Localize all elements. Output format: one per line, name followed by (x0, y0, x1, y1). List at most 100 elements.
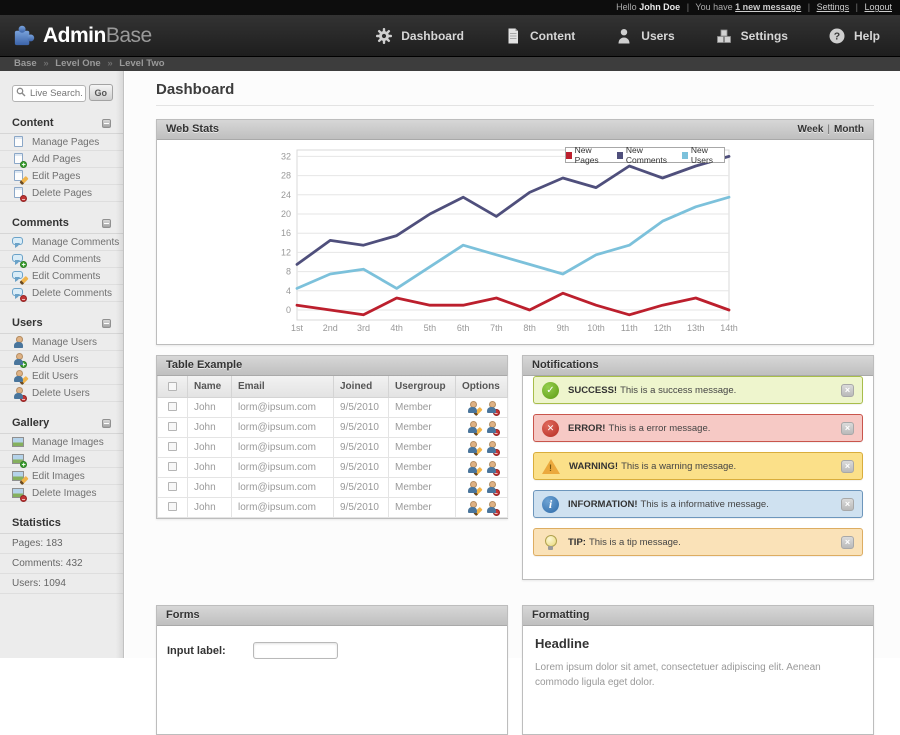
svg-text:32: 32 (281, 151, 291, 161)
help-circle-icon: ? (829, 28, 845, 43)
notification-tip: TIP: This is a tip message. (533, 528, 863, 556)
nav-settings[interactable]: Settings (715, 27, 788, 45)
collapse-icon[interactable] (102, 118, 111, 128)
close-icon[interactable] (841, 459, 854, 473)
select-all-checkbox[interactable] (168, 381, 177, 391)
col-options: Options (455, 376, 508, 398)
item-label: Delete Images (32, 487, 97, 499)
person-icon (618, 28, 630, 43)
nav-dashboard[interactable]: Dashboard (375, 27, 464, 45)
row-checkbox[interactable] (168, 422, 177, 432)
legend-label: New Comments (625, 145, 667, 165)
main-nav: Dashboard Content Users (375, 27, 880, 45)
user-delete-icon[interactable] (485, 440, 500, 456)
range-month-link[interactable]: Month (834, 124, 864, 135)
collapse-icon[interactable] (102, 418, 111, 428)
comment-icon (12, 236, 25, 249)
svg-text:7th: 7th (490, 323, 503, 333)
notification-error: ERROR!This is a error message. (533, 414, 863, 442)
collapse-icon[interactable] (102, 318, 111, 328)
item-label: Manage Users (32, 336, 98, 348)
panel-title: Table Example (166, 359, 243, 371)
sidebar-item-delete-comments[interactable]: Delete Comments (0, 285, 123, 302)
row-checkbox[interactable] (168, 402, 177, 412)
section-title: Statistics (12, 517, 61, 529)
breadcrumb-level-one[interactable]: Level One (55, 58, 101, 69)
nav-label: Settings (740, 28, 788, 43)
check-circle-icon (542, 381, 559, 399)
user-delete-icon[interactable] (485, 460, 500, 476)
sidebar-item-manage-pages[interactable]: Manage Pages (0, 134, 123, 151)
search-input[interactable] (12, 85, 86, 102)
user-edit-icon[interactable] (466, 500, 483, 516)
user-edit-icon[interactable] (466, 400, 483, 416)
user-edit-icon[interactable] (466, 480, 483, 496)
sidebar-item-manage-comments[interactable]: Manage Comments (0, 234, 123, 251)
close-icon[interactable] (841, 497, 854, 511)
sidebar-item-manage-users[interactable]: Manage Users (0, 334, 123, 351)
sidebar-item-delete-images[interactable]: Delete Images (0, 485, 123, 502)
collapse-icon[interactable] (102, 218, 111, 228)
forms-panel: Forms Input label: (156, 605, 508, 735)
item-label: Add Images (32, 453, 86, 465)
row-checkbox[interactable] (168, 442, 177, 452)
item-label: Manage Images (32, 436, 104, 448)
comment-add-icon (12, 253, 27, 268)
page-title: Dashboard (156, 81, 235, 98)
close-icon[interactable] (841, 421, 854, 435)
svg-text:6th: 6th (457, 323, 470, 333)
table-row: John lorm@ipsum.com 9/5/2010 Member (157, 396, 508, 418)
svg-text:4th: 4th (390, 323, 403, 333)
row-checkbox[interactable] (168, 462, 177, 472)
page-icon (12, 135, 25, 149)
user-delete-icon[interactable] (485, 420, 500, 436)
row-checkbox[interactable] (168, 502, 177, 512)
item-label: Manage Pages (32, 136, 100, 148)
sidebar-item-edit-comments[interactable]: Edit Comments (0, 268, 123, 285)
user-delete-icon[interactable] (485, 500, 500, 516)
search-icon (16, 87, 26, 97)
sidebar-item-delete-users[interactable]: Delete Users (0, 385, 123, 402)
svg-text:10th: 10th (587, 323, 605, 333)
sidebar-item-add-users[interactable]: Add Users (0, 351, 123, 368)
image-edit-icon (12, 470, 29, 485)
sidebar-item-add-images[interactable]: Add Images (0, 451, 123, 468)
nav-users[interactable]: Users (615, 27, 675, 45)
lightbulb-icon (542, 534, 559, 551)
logo[interactable]: AdminBase (12, 23, 152, 48)
breadcrumb-level-two[interactable]: Level Two (119, 58, 165, 69)
sidebar-item-add-comments[interactable]: Add Comments (0, 251, 123, 268)
sidebar-item-add-pages[interactable]: Add Pages (0, 151, 123, 168)
headline: Headline (535, 636, 590, 651)
sidebar-item-edit-users[interactable]: Edit Users (0, 368, 123, 385)
close-icon[interactable] (841, 535, 854, 549)
col-email: Email (231, 376, 334, 398)
user-edit-icon[interactable] (466, 420, 483, 436)
nav-help[interactable]: ? Help (828, 27, 880, 45)
search-go-button[interactable]: Go (88, 84, 113, 101)
item-label: Delete Pages (32, 187, 93, 199)
close-icon[interactable] (841, 383, 854, 397)
sidebar-item-edit-pages[interactable]: Edit Pages (0, 168, 123, 185)
item-label: Edit Images (32, 470, 85, 482)
sidebar-section-comments: Comments Manage Comments Add Comments Ed… (0, 217, 123, 302)
sidebar-item-edit-images[interactable]: Edit Images (0, 468, 123, 485)
sidebar-item-delete-pages[interactable]: Delete Pages (0, 185, 123, 202)
sidebar-item-manage-images[interactable]: Manage Images (0, 434, 123, 451)
puzzle-logo-icon (14, 25, 35, 46)
sidebar-section-content: Content Manage Pages Add Pages Edit Page… (0, 117, 123, 202)
user-delete-icon[interactable] (485, 400, 500, 416)
row-checkbox[interactable] (168, 482, 177, 492)
user-delete-icon[interactable] (485, 480, 500, 496)
user-edit-icon[interactable] (466, 440, 483, 456)
page-add-icon (12, 152, 27, 168)
settings-link[interactable]: Settings (816, 2, 850, 12)
stat-pages: Pages: 183 (0, 534, 123, 554)
nav-content[interactable]: Content (504, 27, 575, 45)
range-week-link[interactable]: Week (797, 124, 824, 135)
text-input[interactable] (253, 642, 338, 659)
new-message-link[interactable]: 1 new message (735, 2, 802, 12)
breadcrumb-base[interactable]: Base (14, 58, 37, 69)
logout-link[interactable]: Logout (864, 2, 892, 12)
user-edit-icon[interactable] (466, 460, 483, 476)
